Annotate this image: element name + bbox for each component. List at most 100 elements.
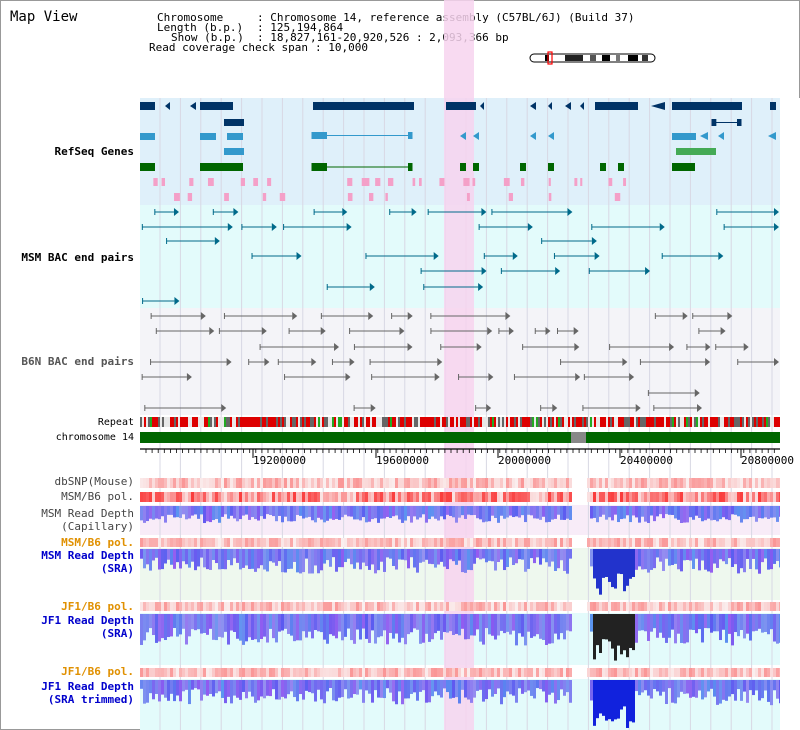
depth-bar [371, 549, 374, 565]
heat-cell [218, 538, 221, 547]
heat-cell [161, 492, 164, 502]
depth-bar [698, 614, 701, 630]
heat-cell [305, 602, 308, 611]
repeat-mark [202, 417, 204, 427]
heat-cell [491, 538, 494, 547]
track-label-b6n-bac[interactable]: B6N BAC end pairs [21, 355, 134, 368]
heat-cell [317, 668, 320, 677]
heat-cell [647, 668, 650, 677]
depth-bar [563, 680, 566, 696]
depth-bar [749, 614, 752, 641]
heat-cell [542, 478, 545, 488]
heat-cell [143, 668, 146, 677]
depth-bar [668, 506, 671, 515]
heat-cell [749, 492, 752, 502]
track-label-refseq[interactable]: RefSeq Genes [54, 145, 134, 158]
gene-minor [508, 193, 513, 201]
bac-end [705, 343, 711, 351]
depth-bar [176, 506, 179, 518]
heat-cell [224, 668, 227, 677]
heat-cell [680, 492, 683, 502]
depth-bar [374, 549, 377, 574]
depth-bar [203, 614, 206, 633]
depth-bar [233, 506, 236, 519]
heat-cell [212, 492, 215, 502]
depth-bar [290, 680, 293, 692]
heat-cell [179, 492, 182, 502]
heat-cell [536, 478, 539, 488]
heat-cell [701, 602, 704, 611]
depth-bar [260, 680, 263, 697]
depth-bar [416, 614, 419, 630]
heat-cell [668, 668, 671, 677]
heat-cell [527, 492, 530, 502]
repeat-mark [460, 417, 462, 427]
depth-bar [224, 549, 227, 570]
heat-cell [596, 478, 599, 488]
bac-end [411, 208, 417, 216]
heat-cell [200, 668, 203, 677]
heat-cell [440, 478, 443, 488]
depth-bar [716, 680, 719, 705]
heat-cell [326, 668, 329, 677]
bac-end [718, 252, 724, 260]
depth-bar [383, 506, 386, 519]
heat-cell [224, 538, 227, 547]
depth-bar [422, 549, 425, 562]
heat-cell [392, 478, 395, 488]
heat-cell [533, 478, 536, 488]
bac-end [349, 358, 355, 366]
heat-cell [695, 538, 698, 547]
heat-cell [185, 538, 188, 547]
depth-bar [437, 506, 440, 521]
heat-cell [587, 492, 590, 502]
repeat-mark [708, 417, 710, 427]
heat-cell [662, 478, 665, 488]
heat-cell [494, 492, 497, 502]
heat-cell [308, 538, 311, 547]
heat-cell [203, 492, 206, 502]
heat-cell [392, 538, 395, 547]
repeat-mark [506, 417, 508, 427]
heat-cell [737, 668, 740, 677]
depth-bar [167, 506, 170, 515]
heat-cell [404, 538, 407, 547]
repeat-mark [346, 417, 348, 427]
heat-cell [524, 492, 527, 502]
heat-cell [557, 668, 560, 677]
heat-cell [359, 478, 362, 488]
depth-bar [236, 614, 239, 639]
depth-bar [503, 680, 506, 698]
depth-bar [212, 614, 215, 640]
depth-bar [617, 549, 620, 574]
depth-bar [497, 680, 500, 689]
heat-cell [344, 492, 347, 502]
heat-cell [608, 478, 611, 488]
repeat-mark [482, 417, 484, 427]
repeat-mark [158, 417, 160, 427]
heat-cell [161, 602, 164, 611]
heat-cell [146, 668, 149, 677]
gene-minor [347, 193, 353, 201]
heat-cell [266, 538, 269, 547]
heat-cell [140, 668, 143, 677]
depth-bar [515, 549, 518, 564]
depth-bar [611, 549, 614, 588]
depth-bar [641, 549, 644, 570]
repeat-mark [148, 417, 150, 427]
heat-cell [440, 602, 443, 611]
heat-cell [461, 478, 464, 488]
track-label-msm-bac[interactable]: MSM BAC end pairs [21, 251, 134, 264]
depth-bar [668, 549, 671, 566]
heat-cell [206, 492, 209, 502]
heat-cell [578, 538, 581, 547]
depth-bar [749, 506, 752, 517]
gene-arrow [700, 102, 706, 110]
heat-cell [398, 478, 401, 488]
depth-bar [638, 614, 641, 631]
heat-cell [737, 538, 740, 547]
repeat-mark [508, 417, 510, 427]
bac-end [682, 312, 688, 320]
heat-cell [545, 668, 548, 677]
